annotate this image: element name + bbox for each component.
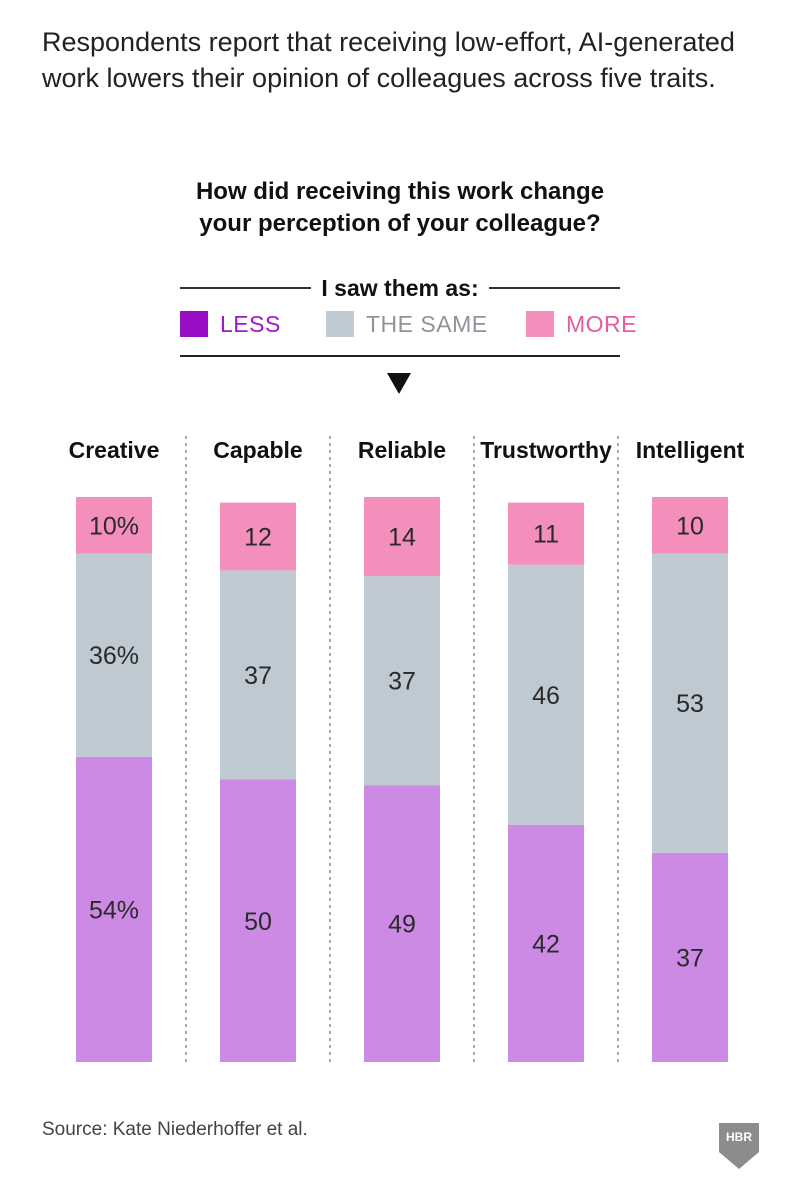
data-label-creative-less: 54%	[89, 896, 139, 924]
legend-rule-right	[488, 287, 621, 289]
bar-creative-the-same	[76, 553, 152, 757]
bar-trustworthy-the-same	[508, 564, 584, 825]
legend-label-less: LESS	[220, 310, 281, 337]
bar-intelligent-more	[652, 497, 728, 554]
legend-bottom-rule	[180, 355, 620, 357]
legend-item-less: LESS	[180, 310, 281, 338]
data-label-creative-the-same: 36%	[89, 642, 139, 670]
bar-creative-less	[76, 756, 152, 1062]
bar-reliable-less	[364, 785, 440, 1062]
legend-item-more: MORE	[526, 310, 637, 338]
category-label-trustworthy: Trustworthy	[480, 437, 612, 463]
bar-trustworthy-more	[508, 502, 584, 565]
legend-swatch-more	[526, 311, 554, 337]
down-arrow-icon	[387, 373, 411, 394]
bar-creative-more	[76, 497, 152, 554]
legend-rule-left	[180, 287, 312, 289]
data-label-capable-the-same: 37	[244, 662, 272, 690]
bar-capable-more	[220, 502, 296, 571]
bar-intelligent-less	[652, 852, 728, 1062]
legend-item-same: THE SAME	[326, 310, 488, 338]
hbr-logo-text: HBR	[726, 1130, 752, 1144]
legend-label-same: THE SAME	[366, 310, 488, 337]
category-label-intelligent: Intelligent	[636, 437, 745, 463]
bar-reliable-more	[364, 497, 440, 577]
data-label-trustworthy-less: 42	[532, 930, 560, 958]
data-label-trustworthy-more: 11	[533, 521, 559, 549]
data-label-reliable-less: 49	[388, 911, 416, 939]
question-line-1: How did receiving this work change	[195, 178, 605, 205]
category-label-creative: Creative	[69, 437, 160, 463]
data-label-capable-less: 50	[244, 908, 272, 936]
data-label-creative-more: 10%	[89, 512, 139, 540]
source-note: Source: Kate Niederhoffer et al.	[42, 1119, 308, 1140]
bar-reliable-the-same	[364, 576, 440, 786]
bar-trustworthy-less	[508, 824, 584, 1062]
question-line-2: your perception of your colleague?	[199, 210, 601, 237]
data-label-reliable-the-same: 37	[388, 668, 416, 696]
bar-intelligent-the-same	[652, 553, 728, 853]
category-label-capable: Capable	[213, 437, 302, 463]
data-label-trustworthy-the-same: 46	[532, 682, 560, 710]
data-label-reliable-more: 14	[388, 524, 416, 552]
legend-label-more: MORE	[566, 310, 637, 337]
bar-capable-the-same	[220, 570, 296, 780]
data-label-intelligent-more: 10	[676, 512, 704, 540]
legend-swatch-less	[180, 311, 208, 337]
legend-swatch-same	[326, 311, 354, 337]
chart-question: How did receiving this work change your …	[0, 176, 800, 240]
intro-text: Respondents report that receiving low-ef…	[42, 27, 735, 93]
data-label-intelligent-the-same: 53	[676, 690, 704, 718]
legend-heading: I saw them as:	[180, 270, 621, 306]
legend-heading-text: I saw them as:	[321, 274, 479, 301]
data-label-intelligent-less: 37	[676, 944, 704, 972]
category-label-reliable: Reliable	[358, 437, 446, 463]
bar-capable-less	[220, 779, 296, 1062]
data-label-capable-more: 12	[244, 524, 272, 552]
hbr-logo: HBR	[719, 1123, 759, 1169]
